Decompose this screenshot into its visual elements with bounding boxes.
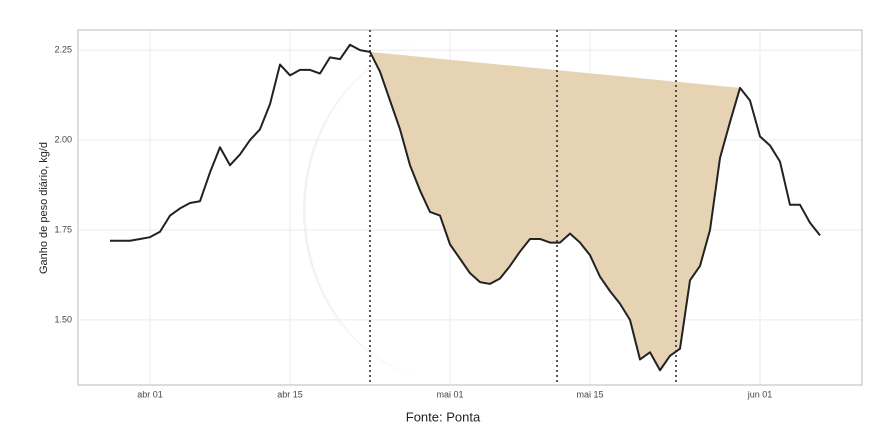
y-tick-label: 2.25 [54, 45, 72, 55]
y-tick-label: 2.00 [54, 134, 72, 144]
y-tick-label: 1.50 [54, 314, 72, 324]
x-tick-label: mai 01 [436, 389, 463, 399]
caption: Fonte: Ponta [406, 409, 481, 424]
y-axis-label: Ganho de peso diário, kg/d [38, 142, 50, 274]
data-line [110, 43, 821, 372]
x-tick-label: abr 15 [277, 389, 303, 399]
x-tick-label: mai 15 [576, 389, 603, 399]
x-tick-label: abr 01 [137, 389, 163, 399]
panel-border [77, 29, 863, 386]
y-tick-label: 1.75 [54, 224, 72, 234]
shaded-area [370, 51, 740, 371]
x-tick-label: jun 01 [747, 389, 773, 399]
